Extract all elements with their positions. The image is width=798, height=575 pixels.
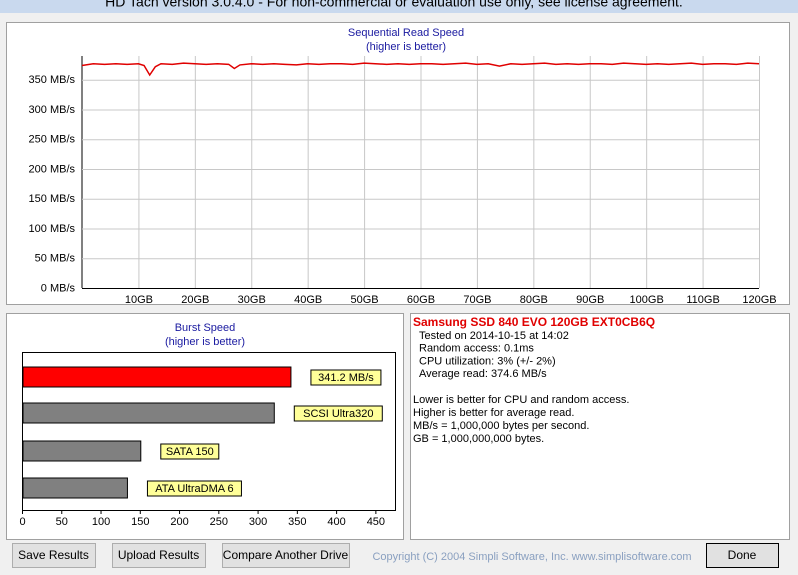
x-tick-label: 250 <box>210 516 228 528</box>
y-tick-label: 150 MB/s <box>29 193 76 205</box>
detail: Random access: 0.1ms <box>419 343 534 355</box>
x-tick-label: 120GB <box>742 294 776 306</box>
bar <box>22 477 128 499</box>
button[interactable] <box>112 543 206 568</box>
x-tick-label: 0 <box>19 516 25 528</box>
x-tick-label: 350 <box>288 516 306 528</box>
drive-name: Samsung SSD 840 EVO 120GB EXT0CB6Q <box>413 315 655 329</box>
x-tick-label: 150 <box>131 516 149 528</box>
x-tick-label: 300 <box>249 516 267 528</box>
x-tick-label: 30GB <box>238 294 266 306</box>
x-tick-label: 50GB <box>351 294 379 306</box>
note: GB = 1,000,000,000 bytes. <box>413 433 544 445</box>
copyright: Copyright (C) 2004 Simpli Software, Inc.… <box>372 551 691 563</box>
label-box <box>146 480 242 497</box>
title-bar <box>0 0 798 13</box>
read-line <box>81 62 760 77</box>
x-tick-label: 450 <box>367 516 385 528</box>
burst-title: Burst Speed <box>175 322 236 334</box>
note: Lower is better for CPU and random acces… <box>413 394 629 406</box>
button-label[interactable]: Upload Results <box>118 548 199 562</box>
x-tick-label: 40GB <box>294 294 322 306</box>
button-label[interactable]: Done <box>728 548 757 562</box>
x-tick-label: 100 <box>92 516 110 528</box>
bar <box>22 402 275 424</box>
x-tick-label: 200 <box>170 516 188 528</box>
x-tick-label: 90GB <box>576 294 604 306</box>
x-tick-label: 400 <box>327 516 345 528</box>
seq-panel <box>6 22 790 305</box>
bar-label: 341.2 MB/s <box>318 372 374 384</box>
window-title: HD Tach version 3.0.4.0 - For non-commer… <box>105 0 683 10</box>
y-tick-label: 350 MB/s <box>29 74 76 86</box>
detail: Tested on 2014-10-15 at 14:02 <box>419 330 569 342</box>
x-tick-label: 110GB <box>686 294 719 306</box>
seq-title: Sequential Read Speed <box>348 27 464 39</box>
button[interactable] <box>12 543 96 568</box>
y-tick-label: 250 MB/s <box>29 134 76 146</box>
detail: Average read: 374.6 MB/s <box>419 368 547 380</box>
y-tick-label: 200 MB/s <box>29 163 76 175</box>
info-panel <box>410 313 790 540</box>
button-label[interactable]: Compare Another Drive <box>223 548 349 562</box>
y-tick-label: 0 MB/s <box>41 282 76 294</box>
detail: CPU utilization: 3% (+/- 2%) <box>419 355 556 367</box>
x-tick-label: 20GB <box>181 294 209 306</box>
x-tick-label: 80GB <box>520 294 548 306</box>
bar-label: SATA 150 <box>166 446 214 458</box>
note: MB/s = 1,000,000 bytes per second. <box>413 420 589 432</box>
x-tick-label: 10GB <box>125 294 153 306</box>
button-label[interactable]: Save Results <box>18 548 89 562</box>
label-box <box>310 369 382 386</box>
button[interactable] <box>706 543 779 568</box>
x-tick-label: 60GB <box>407 294 435 306</box>
note: Higher is better for average read. <box>413 407 574 419</box>
bar <box>22 366 292 388</box>
y-tick-label: 100 MB/s <box>29 223 76 235</box>
seq-subtitle: (higher is better) <box>366 41 446 53</box>
burst-subtitle: (higher is better) <box>165 336 245 348</box>
y-tick-label: 300 MB/s <box>29 104 76 116</box>
bar-label: SCSI Ultra320 <box>303 408 373 420</box>
x-tick-label: 50 <box>56 516 68 528</box>
label-box <box>293 405 383 422</box>
bar <box>22 440 142 462</box>
bar-label: ATA UltraDMA 6 <box>155 483 233 495</box>
button[interactable] <box>222 543 350 568</box>
x-tick-label: 100GB <box>630 294 664 306</box>
y-tick-label: 50 MB/s <box>35 253 76 265</box>
x-tick-label: 70GB <box>463 294 491 306</box>
label-box <box>160 443 220 460</box>
